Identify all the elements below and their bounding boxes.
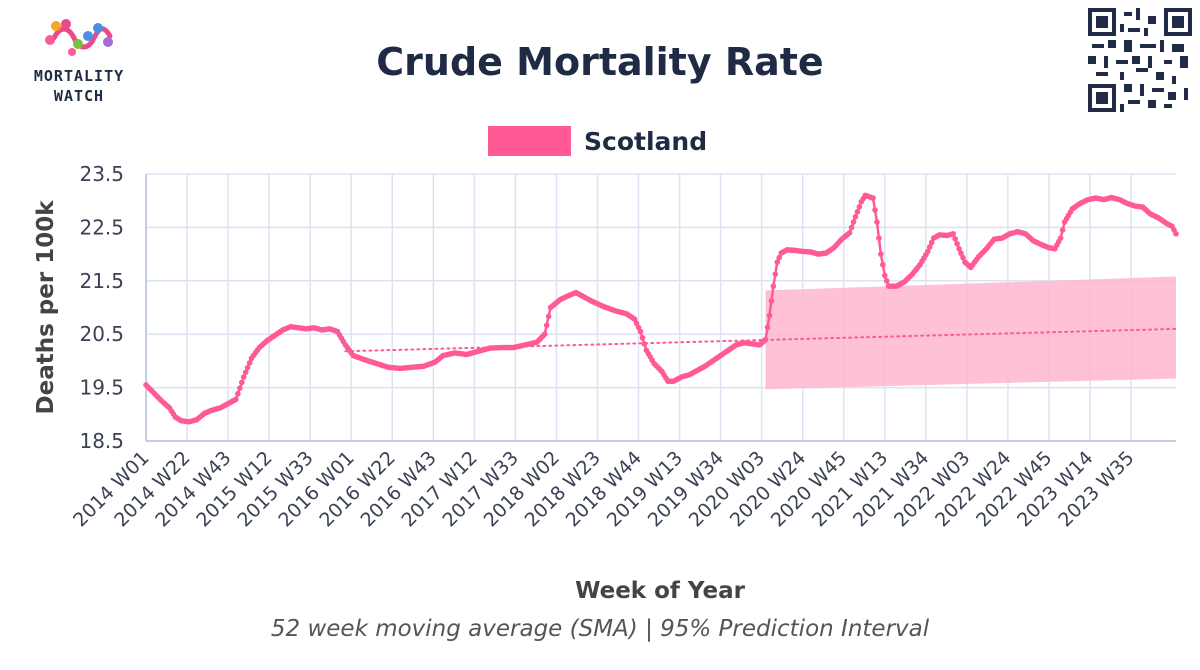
data-point-scotland bbox=[852, 213, 859, 220]
data-point-scotland bbox=[960, 254, 966, 261]
data-point-scotland bbox=[235, 390, 241, 397]
data-point-scotland bbox=[952, 235, 958, 242]
logo-icon bbox=[45, 19, 113, 56]
legend-label-scotland: Scotland bbox=[584, 126, 708, 156]
data-point-scotland bbox=[244, 364, 251, 371]
data-point-scotland bbox=[850, 219, 857, 225]
data-point-scotland bbox=[770, 283, 777, 289]
data-point-scotland bbox=[874, 219, 880, 225]
data-point-scotland bbox=[924, 248, 931, 255]
mortality-watch-logo: MORTALITY WATCH bbox=[14, 16, 144, 111]
data-point-scotland bbox=[954, 240, 960, 247]
data-point-scotland bbox=[878, 251, 884, 257]
chart-subtitle: 52 week moving average (SMA) | 95% Predi… bbox=[270, 616, 930, 642]
data-point-scotland bbox=[856, 203, 863, 210]
data-point-scotland bbox=[764, 324, 771, 331]
y-tick-label: 23.5 bbox=[79, 162, 124, 186]
y-axis-label: Deaths per 100k bbox=[33, 200, 59, 415]
data-point-scotland bbox=[762, 336, 769, 343]
legend-swatch-scotland[interactable] bbox=[488, 126, 571, 156]
data-point-scotland bbox=[242, 369, 249, 376]
chart-legend: Scotland bbox=[488, 125, 707, 157]
data-point-scotland bbox=[1059, 227, 1066, 233]
data-point-scotland bbox=[881, 272, 888, 279]
data-point-scotland bbox=[880, 261, 886, 268]
chart-title: Crude Mortality Rate bbox=[376, 40, 824, 84]
data-point-scotland bbox=[639, 334, 646, 341]
qr-code-icon bbox=[1088, 8, 1192, 112]
data-point-scotland bbox=[883, 278, 890, 284]
data-point-scotland bbox=[854, 208, 861, 215]
data-point-scotland bbox=[637, 328, 644, 335]
data-point-scotland bbox=[641, 341, 648, 347]
y-tick-label: 22.5 bbox=[79, 215, 124, 239]
data-point-scotland bbox=[926, 244, 933, 250]
logo-line-1: MORTALITY bbox=[33, 67, 125, 85]
data-point-scotland bbox=[1057, 235, 1064, 241]
data-point-scotland bbox=[240, 374, 247, 380]
y-tick-label: 20.5 bbox=[79, 322, 124, 346]
data-point-scotland bbox=[237, 385, 243, 391]
y-tick-label: 19.5 bbox=[79, 376, 124, 400]
data-point-scotland bbox=[233, 396, 239, 403]
data-point-scotland bbox=[956, 245, 962, 252]
data-point-scotland bbox=[543, 322, 550, 329]
data-point-scotland bbox=[872, 207, 878, 213]
data-point-scotland bbox=[774, 259, 781, 265]
data-point-scotland bbox=[766, 312, 773, 319]
data-point-scotland bbox=[870, 195, 876, 201]
data-point-scotland bbox=[876, 235, 882, 241]
data-point-scotland bbox=[772, 271, 779, 277]
data-point-scotland bbox=[846, 229, 853, 236]
data-point-scotland bbox=[950, 231, 956, 237]
data-point-scotland bbox=[958, 250, 964, 257]
logo-text: MORTALITY WATCH bbox=[14, 66, 144, 106]
logo-line-2: WATCH bbox=[53, 87, 105, 105]
data-point-scotland bbox=[776, 254, 783, 261]
data-point-scotland bbox=[541, 331, 548, 338]
data-point-scotland bbox=[1173, 231, 1179, 237]
y-tick-label: 18.5 bbox=[79, 429, 124, 453]
y-tick-label: 21.5 bbox=[79, 269, 124, 293]
data-point-scotland bbox=[848, 224, 855, 231]
data-point-scotland bbox=[768, 298, 775, 304]
data-point-scotland bbox=[246, 360, 253, 366]
data-point-scotland bbox=[928, 239, 935, 246]
data-point-scotland bbox=[238, 379, 245, 386]
prediction-interval-band bbox=[765, 276, 1176, 390]
data-point-scotland bbox=[545, 313, 552, 320]
x-axis-label: Week of Year bbox=[575, 578, 745, 604]
